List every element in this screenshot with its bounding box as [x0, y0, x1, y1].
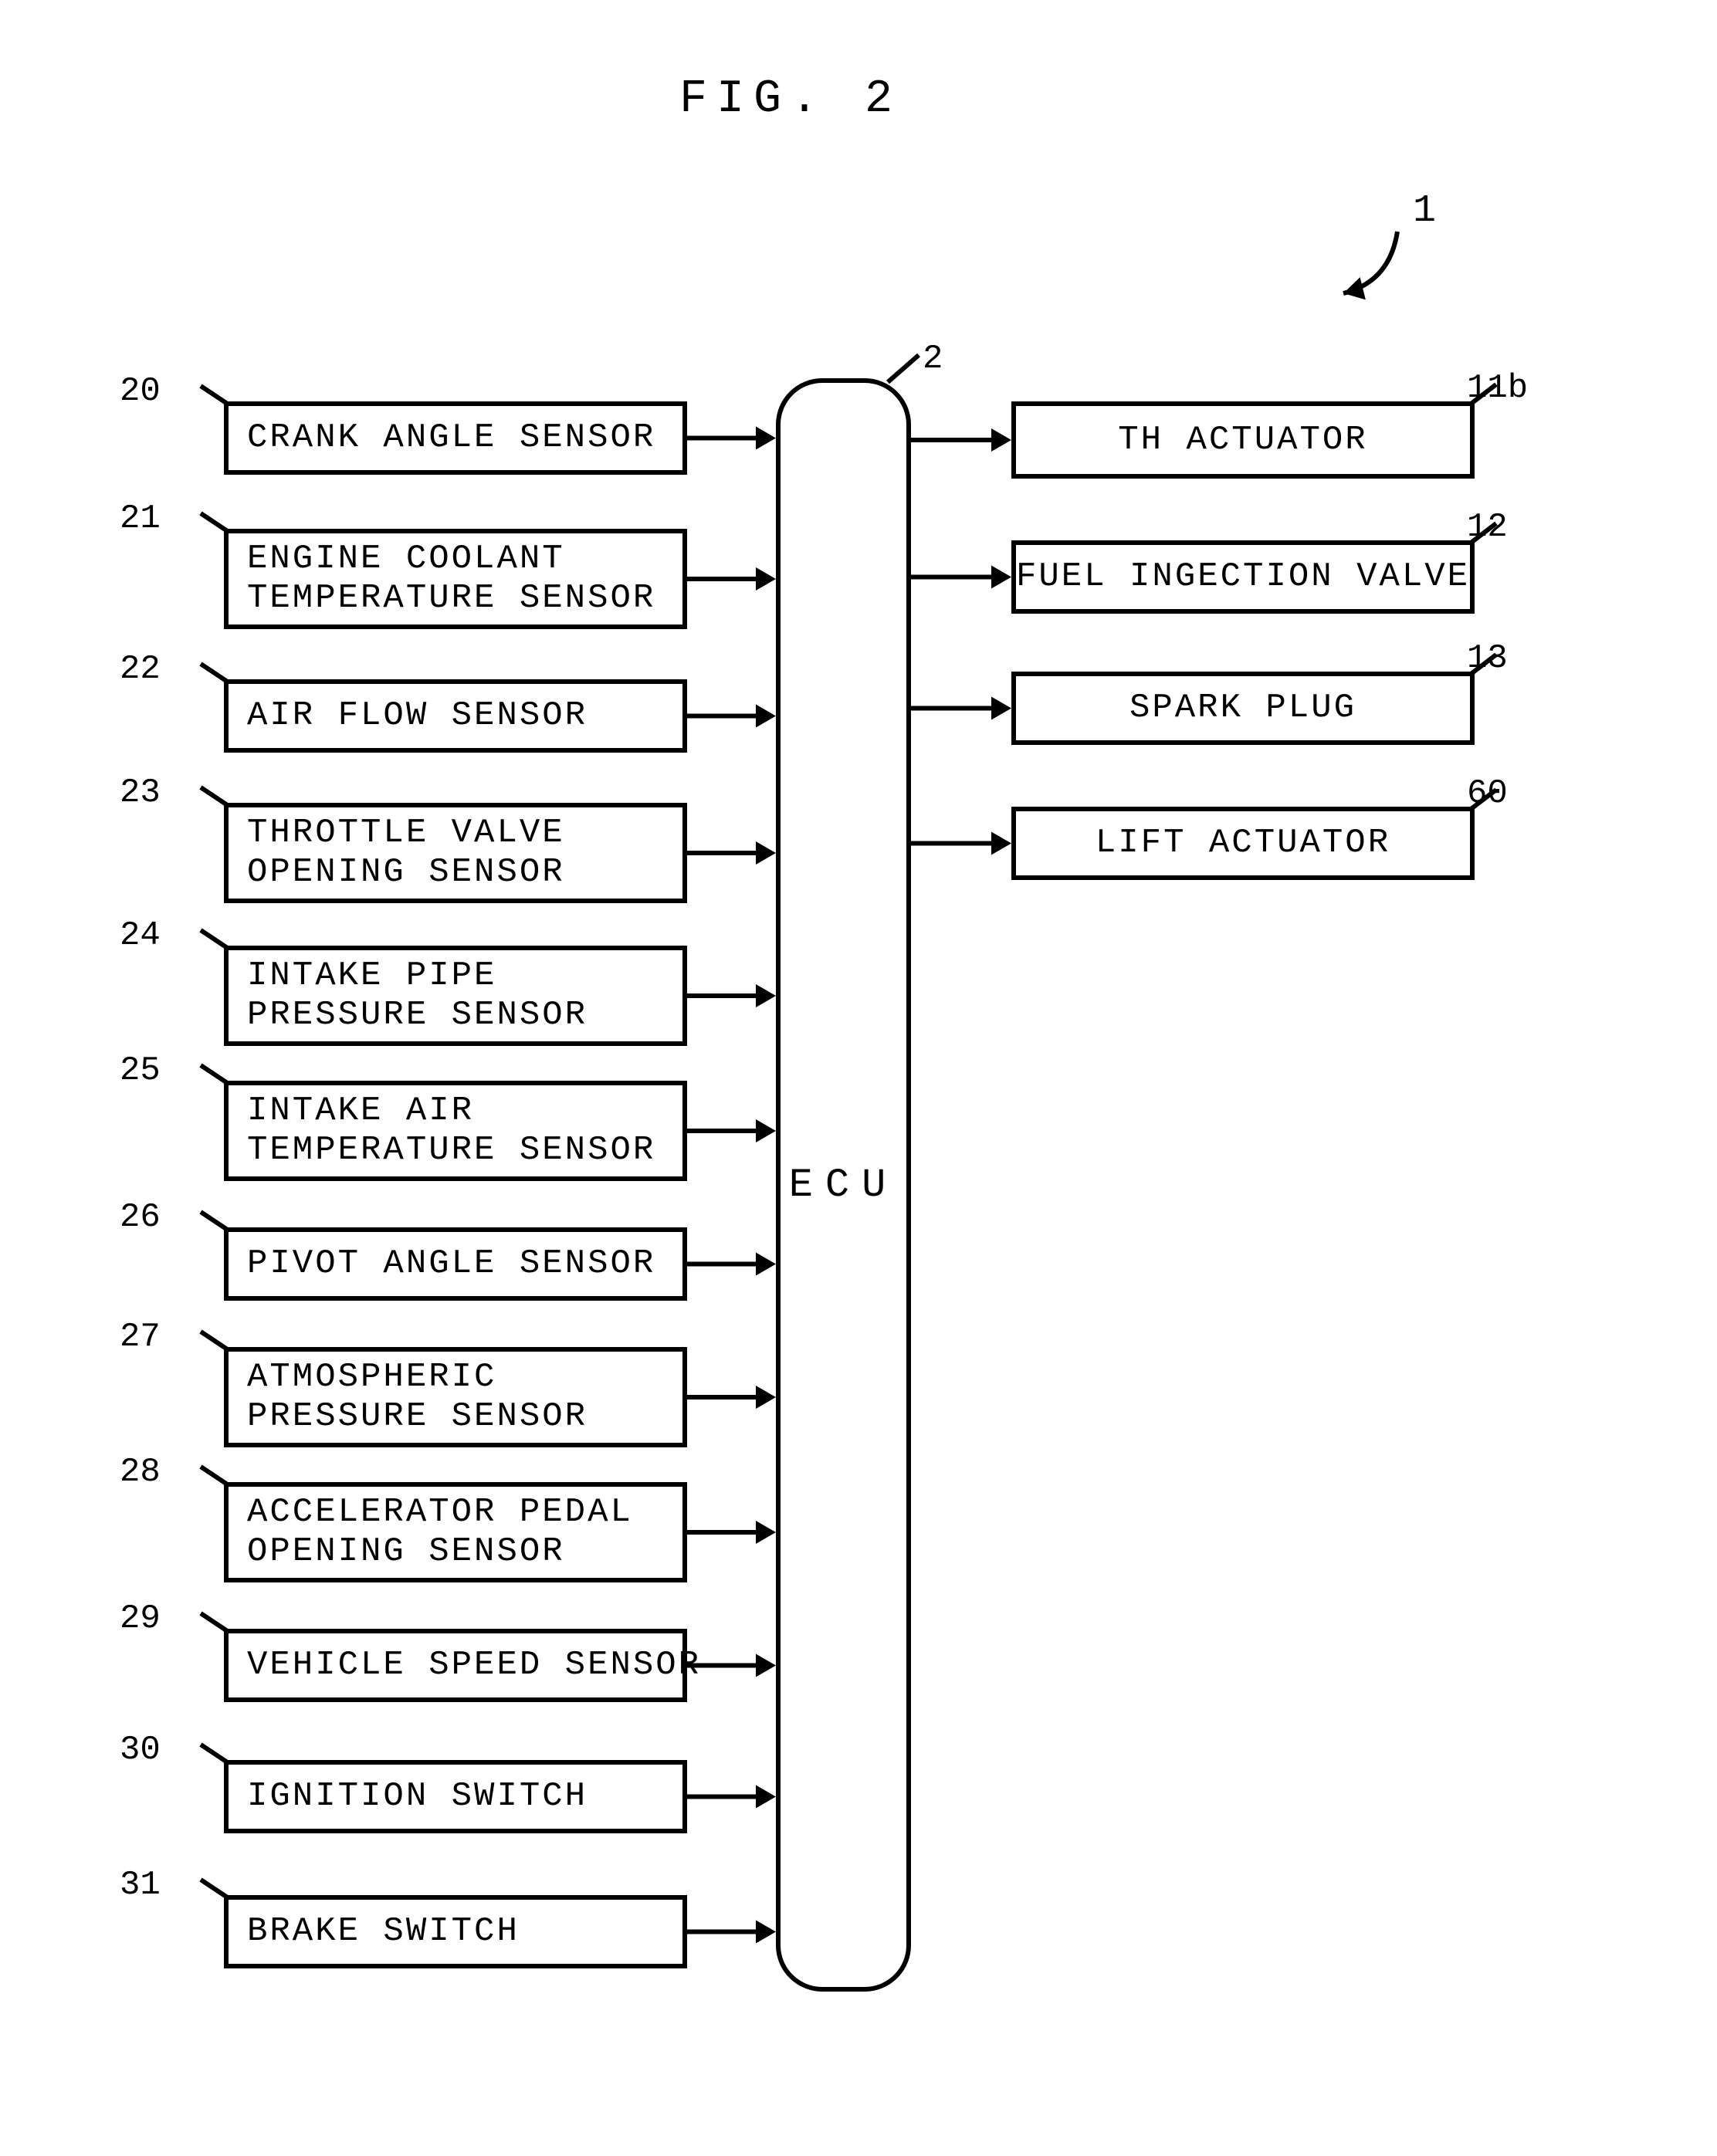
output-ref-label: 60 [1467, 774, 1508, 813]
input-box: THROTTLE VALVE OPENING SENSOR [224, 803, 687, 903]
input-box: VEHICLE SPEED SENSOR [224, 1629, 687, 1702]
diagram-canvas: FIG. 2ECU21CRANK ANGLE SENSOR20ENGINE CO… [0, 0, 1717, 2156]
input-box-label: ACCELERATOR PEDAL OPENING SENSOR [247, 1493, 633, 1571]
input-box-label: IGNITION SWITCH [247, 1777, 588, 1816]
input-ref-label: 27 [120, 1318, 161, 1356]
input-box-label: CRANK ANGLE SENSOR [247, 418, 655, 458]
input-box: INTAKE PIPE PRESSURE SENSOR [224, 946, 687, 1046]
input-ref-label: 24 [120, 916, 161, 955]
output-ref-label: 11b [1467, 369, 1528, 408]
input-ref-label: 20 [120, 372, 161, 411]
input-box-label: AIR FLOW SENSOR [247, 696, 588, 736]
input-box-label: INTAKE AIR TEMPERATURE SENSOR [247, 1092, 655, 1169]
output-box-label: TH ACTUATOR [1016, 421, 1470, 460]
ecu-box: ECU [776, 378, 911, 1992]
output-box: LIFT ACTUATOR [1011, 807, 1475, 880]
input-box-label: ENGINE COOLANT TEMPERATURE SENSOR [247, 540, 655, 618]
figure-title-text: FIG. 2 [679, 73, 902, 126]
input-ref-label: 29 [120, 1599, 161, 1638]
input-box: INTAKE AIR TEMPERATURE SENSOR [224, 1081, 687, 1181]
input-ref-label: 23 [120, 773, 161, 812]
output-box-label: LIFT ACTUATOR [1016, 824, 1470, 863]
input-box-label: PIVOT ANGLE SENSOR [247, 1244, 655, 1284]
input-ref-label: 28 [120, 1453, 161, 1491]
input-box: AIR FLOW SENSOR [224, 679, 687, 753]
input-ref-label: 31 [120, 1866, 161, 1904]
input-box: ACCELERATOR PEDAL OPENING SENSOR [224, 1482, 687, 1582]
input-box: ENGINE COOLANT TEMPERATURE SENSOR [224, 529, 687, 629]
input-box: PIVOT ANGLE SENSOR [224, 1227, 687, 1301]
ecu-label: ECU [789, 1163, 899, 1208]
input-ref-label: 30 [120, 1731, 161, 1769]
output-box-label: SPARK PLUG [1016, 689, 1470, 728]
input-box: ATMOSPHERIC PRESSURE SENSOR [224, 1347, 687, 1447]
input-box-label: ATMOSPHERIC PRESSURE SENSOR [247, 1358, 588, 1436]
output-box-label: FUEL INGECTION VALVE [1016, 557, 1470, 597]
output-ref-label: 12 [1467, 508, 1508, 547]
output-box: SPARK PLUG [1011, 672, 1475, 745]
input-ref-label: 22 [120, 650, 161, 689]
system-ref-label: 1 [1413, 189, 1436, 233]
input-ref-label: 25 [120, 1051, 161, 1090]
figure-title: FIG. 2 [679, 73, 902, 126]
input-box-label: THROTTLE VALVE OPENING SENSOR [247, 814, 565, 892]
output-box: TH ACTUATOR [1011, 401, 1475, 479]
input-box: IGNITION SWITCH [224, 1760, 687, 1833]
input-box-label: VEHICLE SPEED SENSOR [247, 1646, 701, 1685]
output-box: FUEL INGECTION VALVE [1011, 540, 1475, 614]
input-box: CRANK ANGLE SENSOR [224, 401, 687, 475]
input-box-label: BRAKE SWITCH [247, 1912, 520, 1951]
input-box-label: INTAKE PIPE PRESSURE SENSOR [247, 956, 588, 1034]
ecu-ref-label: 2 [923, 340, 943, 378]
input-ref-label: 26 [120, 1198, 161, 1237]
input-box: BRAKE SWITCH [224, 1895, 687, 1968]
output-ref-label: 13 [1467, 639, 1508, 678]
input-ref-label: 21 [120, 499, 161, 538]
